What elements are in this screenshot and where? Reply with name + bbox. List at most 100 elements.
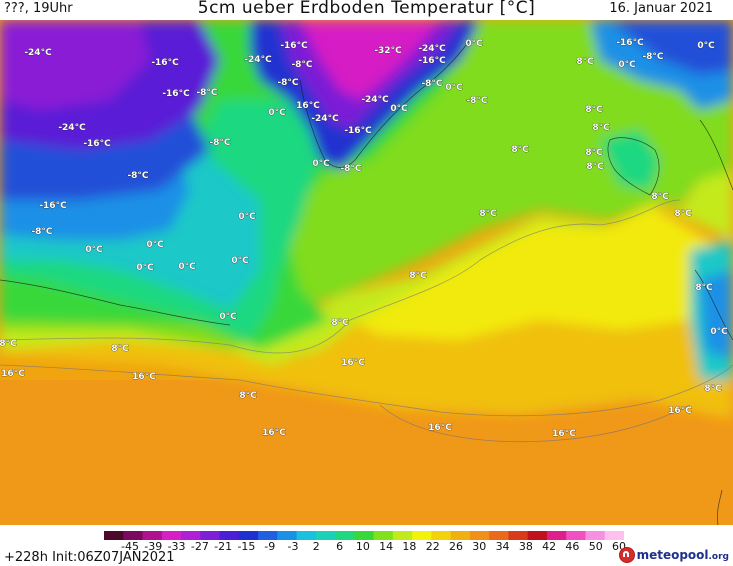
color-scale-tick-label: 50	[588, 540, 603, 553]
temperature-label: -16°C	[418, 56, 446, 66]
temperature-label: -8°C	[209, 138, 230, 148]
temperature-label: 8°C	[111, 344, 129, 354]
logo-main-text: meteopool	[636, 548, 709, 562]
temperature-label: 8°C	[409, 271, 427, 281]
temperature-label: 8°C	[239, 391, 257, 401]
map-title: 5cm ueber Erdboden Temperatur [°C]	[197, 0, 536, 18]
temperature-label: 0°C	[390, 104, 408, 114]
temperature-label: 16°C	[132, 372, 156, 382]
map-canvas: -24°C -16°C -24°C -16°C -8°C -32°C -24°C -16°C 0…	[0, 20, 733, 526]
color-scale-tick-label: -3	[287, 540, 299, 553]
temperature-label: 0°C	[465, 39, 483, 49]
color-scale-tick-label: 10	[355, 540, 370, 553]
footer-bar: -45 -39 -33 -27 -21 -15 -9 -3 2 6 10 14 18 22 26 30 34 38…	[0, 525, 733, 566]
temperature-label: -8°C	[127, 171, 148, 181]
temperature-label: 0°C	[231, 256, 249, 266]
color-scale-tick-label: 22	[425, 540, 440, 553]
color-scale-swatch	[392, 531, 413, 540]
temperature-label: -8°C	[642, 52, 663, 62]
temperature-label: 0°C	[146, 240, 164, 250]
temperature-label: 0°C	[219, 312, 237, 322]
temperature-label: -8°C	[196, 88, 217, 98]
color-scale-tick-label: -33	[167, 540, 186, 553]
temperature-label: -24°C	[24, 48, 52, 58]
temperature-label: -16°C	[151, 58, 179, 68]
color-scale-swatch	[104, 531, 124, 540]
color-scale-swatch	[585, 531, 606, 540]
date-label: 16. Januar 2021	[609, 1, 713, 16]
temperature-label: 8°C	[695, 283, 713, 293]
temperature-label: -8°C	[340, 164, 361, 174]
temperature-label: 0°C	[268, 108, 286, 118]
color-scale-bar	[104, 531, 624, 540]
temperature-label: 0°C	[710, 327, 728, 337]
color-scale-swatch	[450, 531, 471, 540]
color-scale-swatch	[296, 531, 317, 540]
temperature-map: -24°C -16°C -24°C -16°C -8°C -32°C -24°C -16°C 0…	[0, 20, 733, 526]
color-scale-tick-label: 14	[379, 540, 394, 553]
temperature-label: 0°C	[618, 60, 636, 70]
color-scale-tick-label: 38	[518, 540, 533, 553]
temperature-label: 8°C	[576, 57, 594, 67]
temperature-label: 8°C	[592, 123, 610, 133]
color-scale-swatch	[566, 531, 586, 540]
temperature-label: 16°C	[296, 101, 320, 111]
color-scale-swatch	[238, 531, 259, 540]
color-scale-tick-label: 2	[312, 540, 320, 553]
temperature-label: -24°C	[361, 95, 389, 105]
temperature-label: -24°C	[418, 44, 446, 54]
temperature-label: -16°C	[83, 139, 111, 149]
temperature-label: 16°C	[262, 428, 286, 438]
color-scale-tick-label: -9	[264, 540, 276, 553]
color-scale-swatch	[315, 531, 336, 540]
temperature-label: 8°C	[585, 148, 603, 158]
color-scale-swatch	[258, 531, 278, 540]
color-scale-swatch	[354, 531, 375, 540]
color-scale-swatch	[546, 531, 567, 540]
temperature-label: 0°C	[697, 41, 715, 51]
color-scale-swatch	[200, 531, 221, 540]
temperature-label: 16°C	[552, 429, 576, 439]
temperature-label: 0°C	[136, 263, 154, 273]
temperature-label: -8°C	[421, 79, 442, 89]
color-scale-swatch	[142, 531, 163, 540]
color-scale-tick-label: -39	[144, 540, 163, 553]
color-scale-swatch	[181, 531, 201, 540]
temperature-label: 16°C	[341, 358, 365, 368]
meteopool-logo[interactable]: meteopool.org	[618, 547, 729, 563]
temperature-label: 0°C	[238, 212, 256, 222]
temperature-label: -8°C	[31, 227, 52, 237]
color-scale-swatch	[123, 531, 144, 540]
temperature-label: 8°C	[674, 209, 692, 219]
color-scale-tick-label: -15	[237, 540, 256, 553]
logo-suffix-text: .org	[708, 552, 729, 562]
temperature-label: -8°C	[291, 60, 312, 70]
temperature-labels: -24°C -16°C -24°C -16°C -8°C -32°C -24°C -16°C 0…	[0, 38, 728, 440]
color-scale-swatch	[373, 531, 394, 540]
color-scale-labels: -45 -39 -33 -27 -21 -15 -9 -3 2 6 10 14 18 22 26 30 34 38…	[0, 540, 733, 554]
temperature-label: -24°C	[58, 123, 86, 133]
temperature-label: 0°C	[85, 245, 103, 255]
coastlines	[0, 39, 733, 526]
temperature-label: 16°C	[428, 423, 452, 433]
temperature-label: 16°C	[1, 369, 25, 379]
color-scale-tick-label: -27	[190, 540, 209, 553]
temperature-label: 8°C	[331, 318, 349, 328]
temperature-label: 0°C	[312, 159, 330, 169]
color-scale-swatch	[527, 531, 548, 540]
temperature-label: 8°C	[704, 384, 722, 394]
temperature-label: -16°C	[39, 201, 67, 211]
color-scale-tick-label: 34	[495, 540, 510, 553]
temperature-label: -16°C	[344, 126, 372, 136]
temperature-label: -24°C	[244, 55, 272, 65]
valid-time-label: ???, 19Uhr	[4, 1, 73, 16]
temperature-label: 16°C	[668, 406, 692, 416]
temperature-label: 0°C	[178, 262, 196, 272]
color-scale-tick-label: -45	[121, 540, 139, 553]
temperature-label: 8°C	[511, 145, 529, 155]
forecast-init-label: +228h Init:06Z07JAN2021	[4, 550, 175, 565]
color-scale-tick-label: 46	[565, 540, 580, 553]
temperature-label: -8°C	[466, 96, 487, 106]
color-scale-swatch	[604, 531, 624, 540]
temperature-label: 8°C	[0, 339, 17, 349]
